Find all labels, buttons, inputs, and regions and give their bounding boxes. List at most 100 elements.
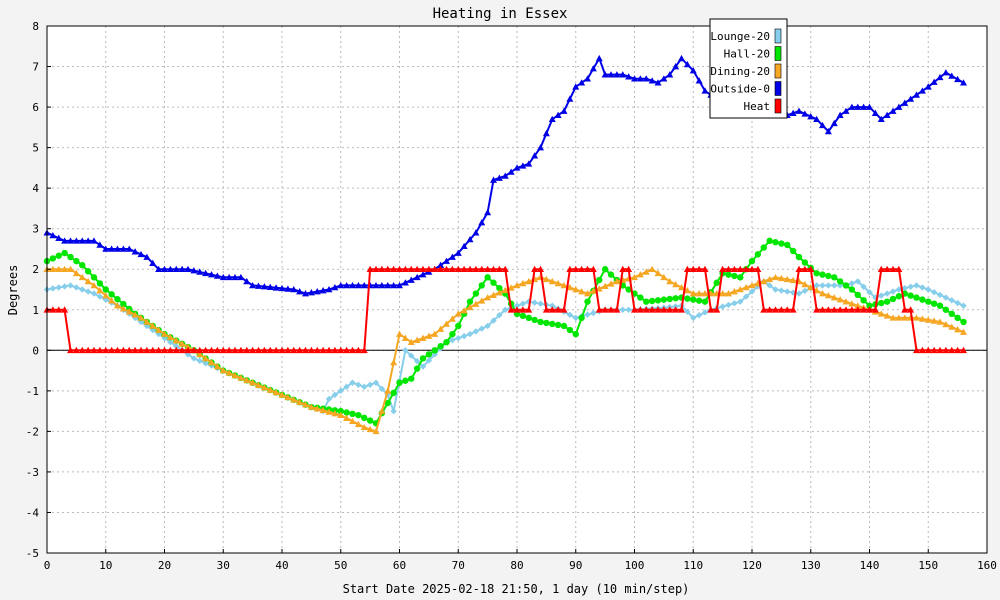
outside-0-marker [631, 75, 638, 82]
heat-marker [701, 265, 709, 273]
heat-marker [378, 265, 386, 273]
heat-marker [495, 265, 503, 273]
outside-0-marker [648, 77, 656, 84]
dining-20-marker [719, 290, 727, 297]
outside-0-marker [466, 236, 474, 243]
lounge-20-marker [742, 293, 750, 300]
dining-20-marker [930, 317, 938, 324]
heat-marker [642, 306, 650, 313]
outside-0-marker [613, 71, 621, 78]
heat-marker [525, 306, 533, 313]
dining-20-marker [654, 269, 662, 277]
dining-20-marker [660, 273, 668, 281]
heat-marker [255, 346, 262, 354]
hall-20-marker [114, 296, 121, 303]
dining-20-marker [607, 280, 615, 287]
outside-0-marker [454, 249, 462, 256]
heat-marker [208, 346, 215, 354]
lounge-20-marker [960, 302, 967, 309]
dining-20-marker [642, 268, 650, 275]
outside-0-marker [302, 290, 309, 297]
heat-marker [213, 346, 221, 354]
dining-20-marker [166, 333, 174, 341]
dining-20-marker [936, 318, 944, 325]
lounge-20-marker [349, 379, 356, 386]
lounge-20-marker [766, 282, 773, 289]
dining-20-marker [266, 386, 274, 393]
heat-marker [918, 346, 926, 354]
dining-20-marker [67, 265, 74, 273]
y-tick-label: -1 [26, 385, 39, 398]
legend-label-lounge-20: Lounge-20 [710, 30, 770, 43]
hall-20-marker [648, 297, 656, 305]
heat-marker [683, 265, 691, 273]
hall-20-marker [531, 316, 538, 324]
outside-0-marker [542, 129, 550, 137]
outside-0-marker [842, 107, 850, 114]
heat-marker [401, 265, 409, 273]
dining-20-marker [131, 311, 139, 318]
lounge-20-marker [848, 280, 856, 287]
lounge-20-marker [860, 283, 867, 290]
x-tick-label: 160 [977, 559, 997, 572]
heat-marker [61, 306, 69, 313]
dining-20-marker [801, 280, 809, 288]
lounge-20-marker [778, 287, 785, 294]
lounge-20-marker [801, 287, 809, 295]
lounge-20-marker [813, 282, 820, 289]
lounge-20-marker [61, 283, 68, 290]
hall-20-marker [643, 298, 650, 305]
heat-marker [149, 346, 157, 354]
heat-marker [871, 306, 879, 313]
dining-20-marker [648, 265, 656, 273]
y-tick-label: 4 [32, 182, 39, 195]
outside-0-marker [678, 54, 685, 62]
dining-20-marker [143, 318, 151, 325]
hall-20-marker [836, 278, 844, 285]
heat-marker [924, 346, 932, 354]
heat-marker [930, 346, 938, 354]
outside-0-marker [789, 109, 797, 116]
dining-20-marker [213, 363, 221, 370]
x-tick-label: 80 [510, 559, 523, 572]
outside-0-marker [801, 110, 809, 117]
dining-20-marker [102, 292, 110, 299]
dining-20-marker [49, 265, 57, 273]
outside-0-marker [331, 283, 339, 291]
x-tick-label: 10 [99, 559, 112, 572]
heat-marker [531, 265, 539, 273]
dining-20-marker [354, 420, 362, 428]
outside-0-marker [472, 229, 480, 236]
outside-0-marker [642, 75, 650, 82]
dining-20-marker [748, 281, 756, 289]
heat-marker [895, 265, 903, 273]
outside-0-marker [67, 237, 74, 244]
hall-20-marker [789, 247, 797, 255]
dining-20-marker [678, 283, 685, 291]
dining-20-marker [55, 265, 63, 273]
heat-marker [660, 306, 668, 313]
heat-marker [390, 265, 398, 273]
heat-marker [777, 306, 785, 313]
outside-0-marker [960, 79, 967, 86]
lounge-20-marker [331, 391, 339, 399]
heat-marker [501, 265, 509, 273]
hall-20-marker [889, 295, 897, 303]
dining-20-marker [161, 330, 168, 337]
outside-0-marker [61, 237, 69, 244]
lounge-20-marker [208, 362, 215, 369]
heat-marker [636, 306, 644, 313]
x-tick-label: 120 [742, 559, 762, 572]
lounge-20-marker [825, 282, 832, 289]
hall-20-marker [525, 314, 532, 322]
lounge-20-marker [819, 282, 826, 289]
dining-20-marker [572, 286, 580, 293]
dining-20-marker [578, 288, 586, 295]
dining-20-marker [419, 334, 427, 341]
heat-marker [860, 306, 868, 313]
hall-20-marker [402, 377, 409, 384]
outside-0-marker [255, 282, 262, 289]
hall-20-marker [437, 343, 444, 350]
heat-marker [848, 306, 856, 313]
lounge-20-marker [502, 306, 509, 313]
